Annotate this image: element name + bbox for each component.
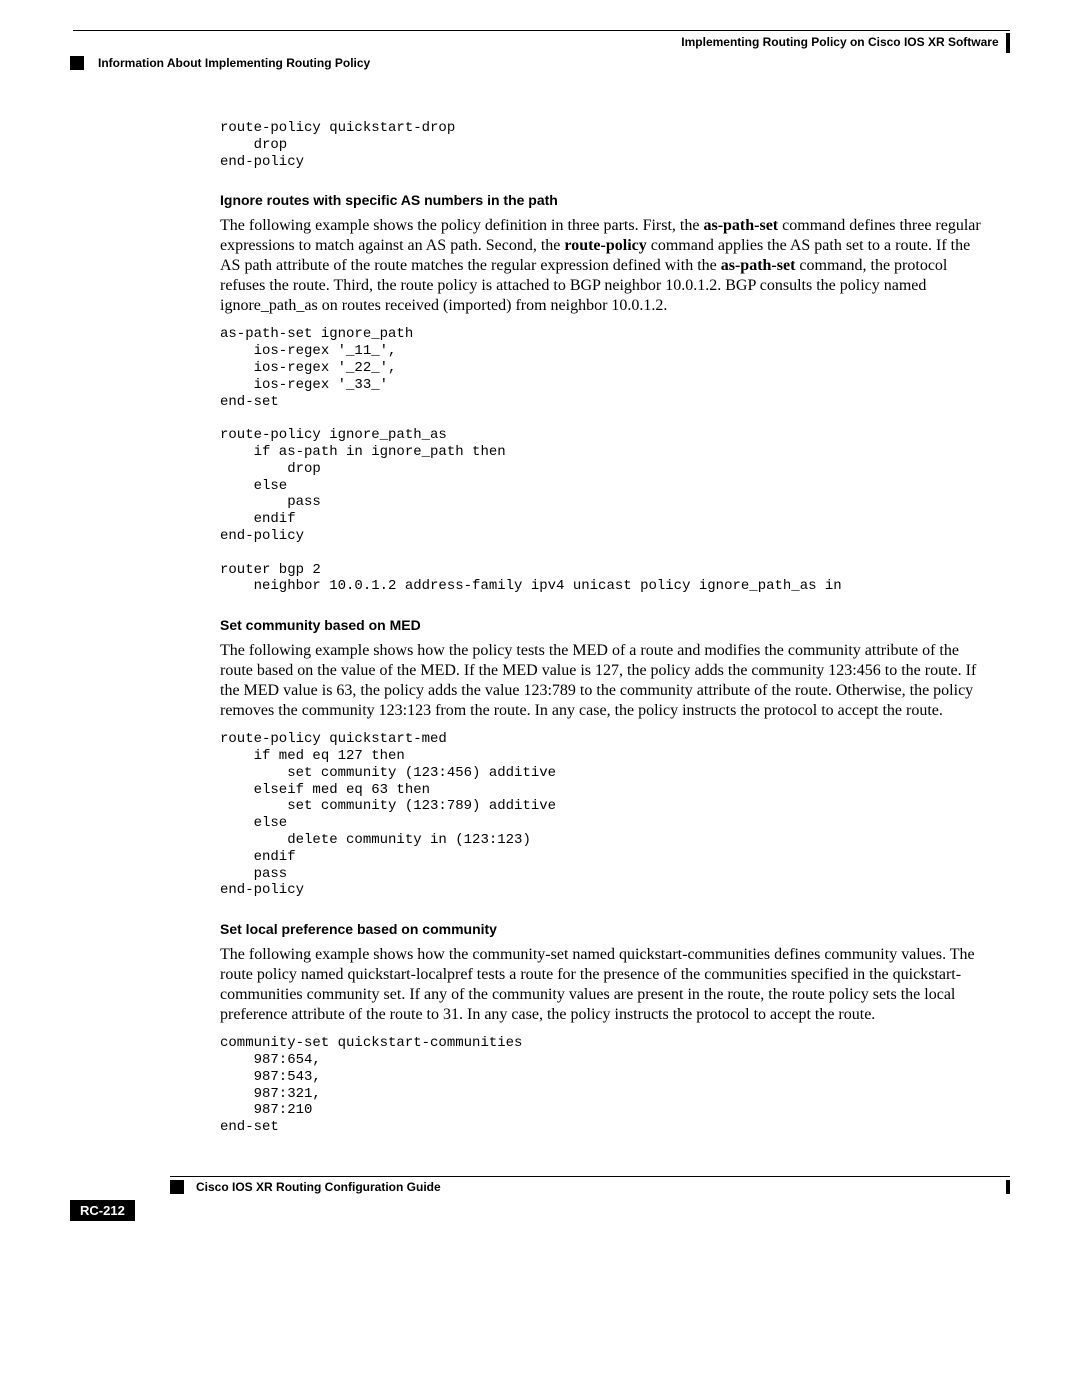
bold-as-path-set: as-path-set [703,217,778,234]
section-block-icon [70,56,84,70]
footer-mark-icon [1006,1180,1010,1194]
code-block-intro: route-policy quickstart-drop drop end-po… [220,120,990,170]
heading-set-localpref: Set local preference based on community [220,921,990,937]
section-title: Information About Implementing Routing P… [98,56,370,70]
code-block-ignore-path: as-path-set ignore_path ios-regex '_11_'… [220,326,990,595]
para-set-localpref: The following example shows how the comm… [220,945,990,1025]
page-footer: Cisco IOS XR Routing Configuration Guide… [70,1176,1010,1221]
guide-title: Cisco IOS XR Routing Configuration Guide [196,1180,441,1194]
header-mark-icon [1006,33,1010,53]
heading-ignore-routes: Ignore routes with specific AS numbers i… [220,192,990,208]
page-number: RC-212 [70,1200,135,1221]
bold-as-path-set-2: as-path-set [721,257,796,274]
para-ignore-routes: The following example shows the policy d… [220,216,990,316]
chapter-title: Implementing Routing Policy on Cisco IOS… [681,35,998,49]
page-content: route-policy quickstart-drop drop end-po… [220,120,990,1136]
code-block-community-set: community-set quickstart-communities 987… [220,1035,990,1136]
code-block-quickstart-med: route-policy quickstart-med if med eq 12… [220,731,990,899]
heading-set-community-med: Set community based on MED [220,617,990,633]
text-fragment: The following example shows the policy d… [220,217,703,234]
para-set-community-med: The following example shows how the poli… [220,641,990,721]
page-header: Implementing Routing Policy on Cisco IOS… [70,30,1010,70]
bold-route-policy: route-policy [564,237,646,254]
footer-block-icon [170,1180,184,1194]
